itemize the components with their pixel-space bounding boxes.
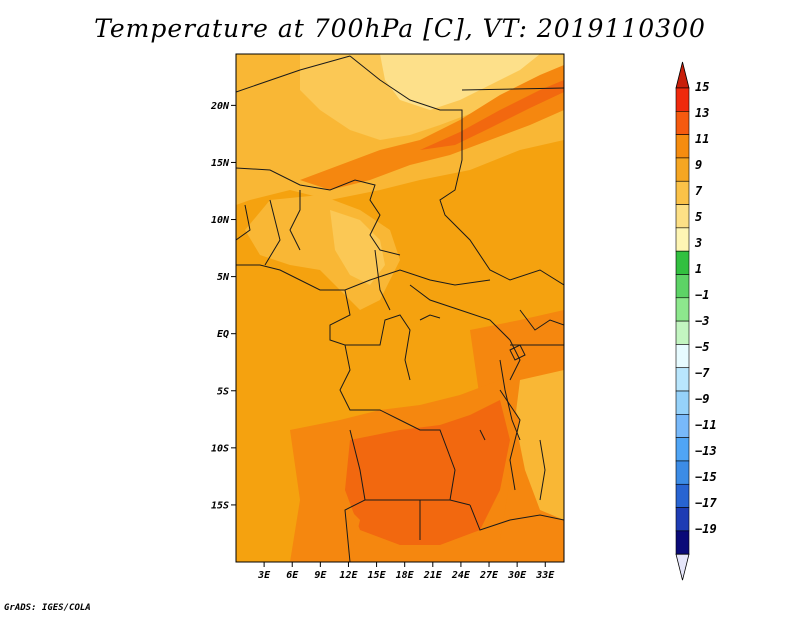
colorbar-label: −11 bbox=[695, 418, 717, 432]
colorbar-label: 9 bbox=[695, 158, 702, 172]
lon-label: 24E bbox=[451, 570, 471, 581]
colorbar-bin bbox=[675, 320, 690, 345]
colorbar-label: −5 bbox=[695, 340, 709, 354]
colorbar-label: 1 bbox=[695, 262, 702, 276]
colorbar-bin bbox=[675, 530, 690, 555]
colorbar-bin bbox=[675, 134, 690, 159]
field-warm-southwest bbox=[300, 500, 360, 562]
colorbar-bin bbox=[675, 250, 690, 275]
lon-label: 18E bbox=[396, 570, 415, 581]
lat-label: 15N bbox=[211, 158, 230, 169]
lon-label: 30E bbox=[507, 570, 527, 581]
lat-label: 5N bbox=[217, 272, 230, 283]
colorbar-bin bbox=[675, 414, 690, 438]
colorbar-bin bbox=[675, 297, 690, 322]
colorbar-bin bbox=[675, 507, 690, 532]
colorbar-label: −17 bbox=[695, 496, 717, 510]
colorbar-bin bbox=[675, 180, 690, 205]
colorbar-bin bbox=[675, 344, 690, 369]
colorbar-top-arrow bbox=[675, 61, 690, 89]
colorbar-bin bbox=[675, 111, 690, 135]
colorbar-label: −7 bbox=[695, 366, 710, 380]
colorbar-bin bbox=[675, 157, 690, 182]
lon-label: 33E bbox=[535, 570, 555, 581]
lon-label: 15E bbox=[368, 570, 387, 581]
lat-label: 15S bbox=[211, 500, 229, 511]
country-borders bbox=[236, 55, 564, 562]
lat-label: 5S bbox=[217, 386, 229, 397]
colorbar-label: −13 bbox=[695, 444, 717, 458]
colorbar-bin bbox=[675, 367, 690, 392]
colorbar-label: 5 bbox=[695, 210, 702, 224]
field-cooler-center bbox=[330, 210, 385, 285]
lon-label: 21E bbox=[423, 570, 443, 581]
colorbar-bottom-arrow bbox=[675, 553, 690, 581]
colorbar-bin bbox=[675, 483, 690, 508]
colorbar-label: 11 bbox=[695, 132, 709, 146]
colorbar-bin bbox=[675, 274, 690, 299]
colorbar-bin bbox=[675, 437, 690, 462]
temperature-field bbox=[236, 54, 564, 562]
lon-label: 12E bbox=[339, 570, 358, 581]
lakes bbox=[419, 314, 526, 441]
field-hot-streak bbox=[420, 80, 564, 150]
lon-label: 27E bbox=[479, 570, 499, 581]
colorbar-label: −1 bbox=[695, 288, 709, 302]
lon-label: 3E bbox=[257, 570, 271, 581]
map-frame bbox=[235, 53, 565, 563]
colorbar-bin bbox=[675, 390, 690, 415]
colorbar: 15 13 11 9 7 5 3 1 −1 −3 −5 −7 −9 −11 −13 −15 −17 −19 bbox=[675, 61, 717, 581]
footer-credit: GrADS: IGES/COLA bbox=[4, 603, 91, 613]
field-coolest-north bbox=[380, 54, 540, 110]
colorbar-label: 15 bbox=[695, 80, 709, 94]
colorbar-label: −15 bbox=[695, 470, 717, 484]
colorbar-bin bbox=[675, 460, 690, 485]
lon-label: 9E bbox=[314, 570, 327, 581]
map-title: Temperature at 700hPa [C], VT: 201911030… bbox=[94, 14, 706, 43]
field-cool-east bbox=[515, 370, 564, 520]
colorbar-bin bbox=[675, 227, 690, 252]
colorbar-label: 13 bbox=[695, 106, 709, 120]
lat-label: 10S bbox=[211, 443, 229, 454]
colorbar-bin bbox=[675, 204, 690, 229]
colorbar-label: −19 bbox=[695, 522, 717, 536]
field-hot-south bbox=[345, 400, 510, 545]
longitude-axis: 3E 6E 9E 12E 15E 18E 21E 24E 27E 30E 33E bbox=[257, 562, 555, 581]
lon-label: 6E bbox=[286, 570, 299, 581]
colorbar-label: 3 bbox=[694, 236, 702, 250]
lat-label: 20N bbox=[210, 101, 230, 112]
colorbar-bin bbox=[675, 87, 690, 112]
lat-label: EQ bbox=[217, 329, 229, 340]
colorbar-label: −9 bbox=[695, 392, 709, 406]
colorbar-label: −3 bbox=[695, 314, 709, 328]
field-warm-streak bbox=[300, 65, 564, 190]
lat-label: 10N bbox=[211, 215, 230, 226]
latitude-axis: 20N 15N 10N 5N EQ 5S 10S 15S bbox=[210, 101, 236, 511]
colorbar-label: 7 bbox=[695, 184, 703, 198]
